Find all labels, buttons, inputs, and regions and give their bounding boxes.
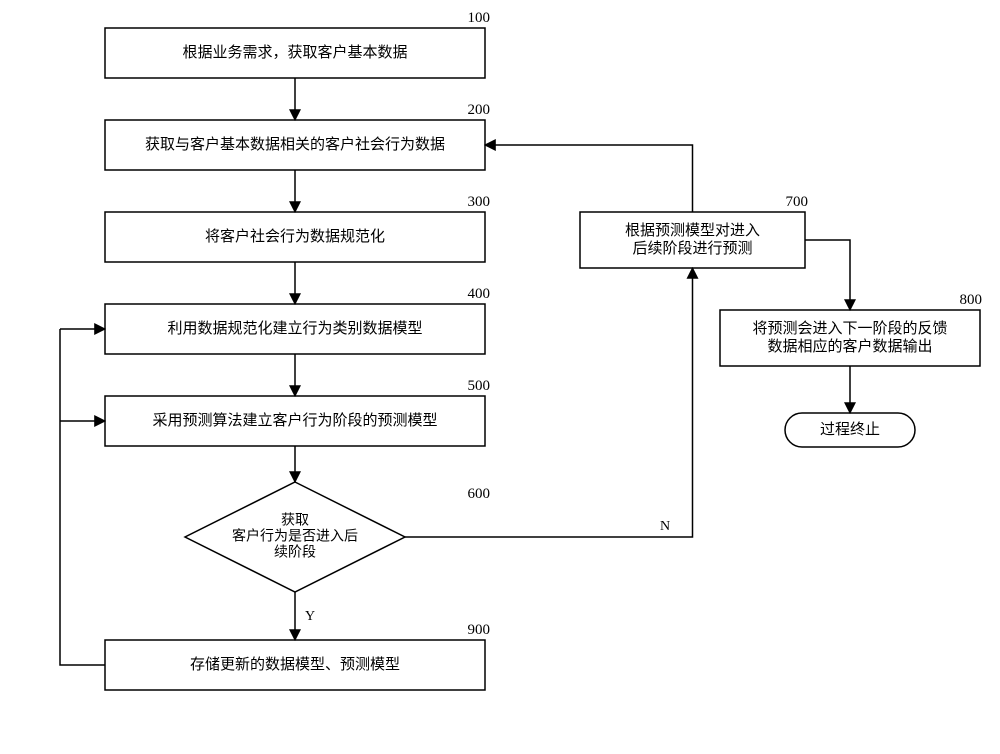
edge-label-N: N xyxy=(660,519,670,534)
flow-box-text: 数据相应的客户数据输出 xyxy=(767,337,932,355)
flow-box-number: 600 xyxy=(468,486,491,502)
flow-box-number: 800 xyxy=(960,292,983,308)
flow-box-text: 获取与客户基本数据相关的客户社会行为数据 xyxy=(145,136,445,153)
flow-box-number: 200 xyxy=(468,102,491,118)
flow-box-text: 将客户社会行为数据规范化 xyxy=(205,228,385,245)
flow-box-text: 存储更新的数据模型、预测模型 xyxy=(190,656,400,673)
flow-box-number: 400 xyxy=(468,286,491,302)
flow-box-text: 采用预测算法建立客户行为阶段的预测模型 xyxy=(152,411,437,429)
flow-box-number: 700 xyxy=(786,194,809,210)
flow-edge xyxy=(405,268,693,537)
flow-edge xyxy=(805,240,850,310)
decision-text: 客户行为是否进入后 xyxy=(232,528,358,545)
flow-edge xyxy=(60,329,105,665)
flow-box-number: 300 xyxy=(468,194,491,210)
flow-box-number: 500 xyxy=(468,378,491,394)
decision-text: 续阶段 xyxy=(274,544,316,561)
flow-box-number: 900 xyxy=(468,622,491,638)
flow-box-text: 后续阶段进行预测 xyxy=(632,240,752,257)
terminator-text: 过程终止 xyxy=(820,421,880,438)
flow-edge xyxy=(485,145,693,212)
flow-box-n700 xyxy=(580,212,805,268)
flow-box-number: 100 xyxy=(468,10,491,26)
decision-text: 获取 xyxy=(281,513,309,529)
flow-box-text: 将预测会进入下一阶段的反馈 xyxy=(752,320,947,337)
flow-box-text: 根据预测模型对进入 xyxy=(625,222,760,239)
flow-box-text: 根据业务需求，获取客户基本数据 xyxy=(182,44,407,61)
flow-box-text: 利用数据规范化建立行为类别数据模型 xyxy=(167,320,422,337)
flow-box-n800 xyxy=(720,310,980,366)
flowchart-diagram: 根据业务需求，获取客户基本数据 100 获取与客户基本数据相关的客户社会行为数据 20… xyxy=(0,0,1000,754)
edge-label-Y: Y xyxy=(305,609,315,624)
